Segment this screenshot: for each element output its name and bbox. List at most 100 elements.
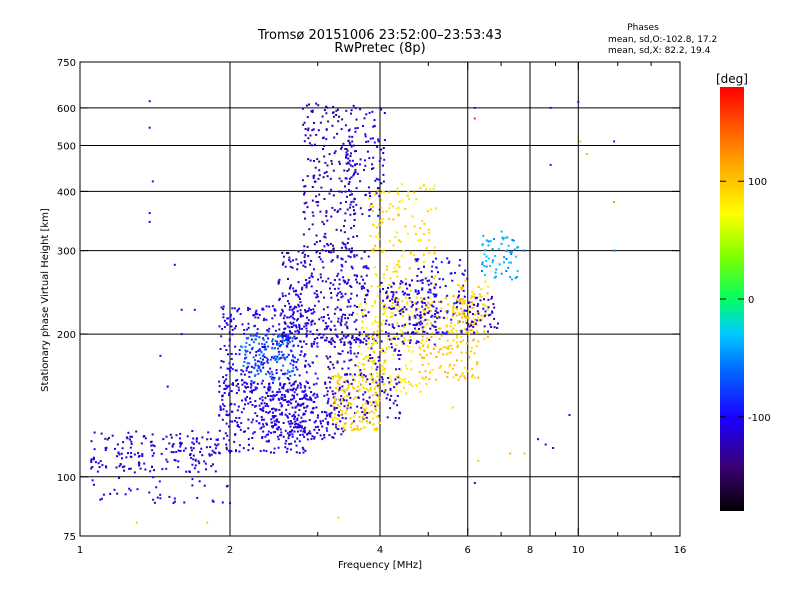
data-point [322, 137, 324, 140]
data-point [374, 244, 377, 247]
data-point [308, 280, 311, 283]
data-point [260, 416, 263, 418]
data-point [332, 111, 335, 114]
data-point [340, 191, 343, 194]
data-point [323, 235, 326, 238]
data-point [353, 397, 355, 400]
data-point [373, 387, 376, 390]
data-point [287, 400, 290, 403]
data-point [333, 287, 336, 290]
data-point [356, 281, 358, 284]
data-point [197, 460, 200, 463]
data-point [433, 315, 436, 318]
data-point [383, 273, 386, 276]
data-point [488, 264, 491, 267]
data-point [465, 328, 468, 331]
data-point [462, 273, 465, 276]
data-point [349, 346, 352, 349]
data-point [312, 383, 315, 386]
data-point [341, 295, 344, 298]
data-point [358, 388, 361, 391]
data-point [267, 362, 270, 365]
data-point [288, 430, 291, 433]
data-point [387, 332, 390, 335]
data-point [434, 345, 437, 347]
data-point [329, 341, 332, 344]
data-point [332, 105, 335, 108]
data-point [435, 293, 438, 296]
data-point [261, 436, 264, 438]
data-point [233, 419, 236, 422]
data-point [273, 415, 275, 417]
data-point [451, 279, 454, 282]
data-point [237, 405, 240, 408]
data-point [345, 409, 348, 412]
data-point [350, 152, 352, 155]
data-point [288, 259, 291, 261]
data-point [293, 430, 296, 433]
data-point [327, 325, 330, 328]
data-point [370, 373, 373, 376]
data-point [297, 425, 299, 428]
data-point [347, 401, 350, 404]
data-point [446, 330, 449, 333]
data-point [450, 344, 452, 347]
data-point [293, 335, 296, 338]
data-point [194, 464, 197, 467]
data-point [421, 220, 424, 222]
data-point [369, 235, 372, 237]
data-point [470, 320, 473, 323]
data-point [294, 330, 297, 333]
data-point [288, 256, 291, 259]
data-point [353, 171, 356, 174]
data-point [252, 356, 255, 359]
data-point [265, 373, 268, 376]
data-point [324, 382, 327, 385]
data-point [287, 336, 290, 339]
data-point [233, 440, 236, 443]
data-point [454, 312, 457, 315]
data-point [336, 361, 339, 364]
data-point [359, 339, 362, 342]
data-point [305, 406, 308, 409]
data-point [329, 386, 332, 389]
data-point [363, 408, 365, 411]
data-point [404, 323, 406, 326]
data-point [326, 393, 329, 396]
data-point [271, 395, 274, 398]
data-point [310, 285, 313, 288]
data-point [355, 203, 358, 206]
data-point [349, 349, 352, 352]
data-point [405, 322, 407, 325]
data-point [482, 315, 485, 318]
data-point [467, 302, 470, 304]
data-point [465, 309, 468, 312]
data-point [309, 309, 312, 311]
data-point [386, 268, 389, 271]
data-point [262, 418, 265, 421]
data-point [370, 345, 373, 348]
data-point [267, 411, 270, 414]
data-point [301, 390, 304, 393]
data-point [323, 328, 326, 331]
data-point [370, 410, 373, 413]
data-point [295, 451, 298, 454]
data-point [317, 177, 320, 180]
data-point [172, 451, 175, 454]
y-axis-label: Stationary phase Virtual Height [km] [40, 208, 51, 392]
data-point [343, 399, 345, 402]
data-point [287, 390, 290, 393]
data-point [400, 334, 403, 337]
data-point [444, 285, 447, 287]
data-point [480, 314, 483, 317]
data-point [290, 420, 292, 423]
data-point [312, 411, 314, 414]
data-point [218, 414, 221, 417]
data-point [268, 388, 271, 391]
data-point [509, 452, 512, 455]
data-point [381, 221, 384, 224]
data-point [477, 316, 479, 319]
data-point [392, 402, 395, 405]
data-point [220, 335, 223, 338]
data-point [434, 320, 437, 323]
